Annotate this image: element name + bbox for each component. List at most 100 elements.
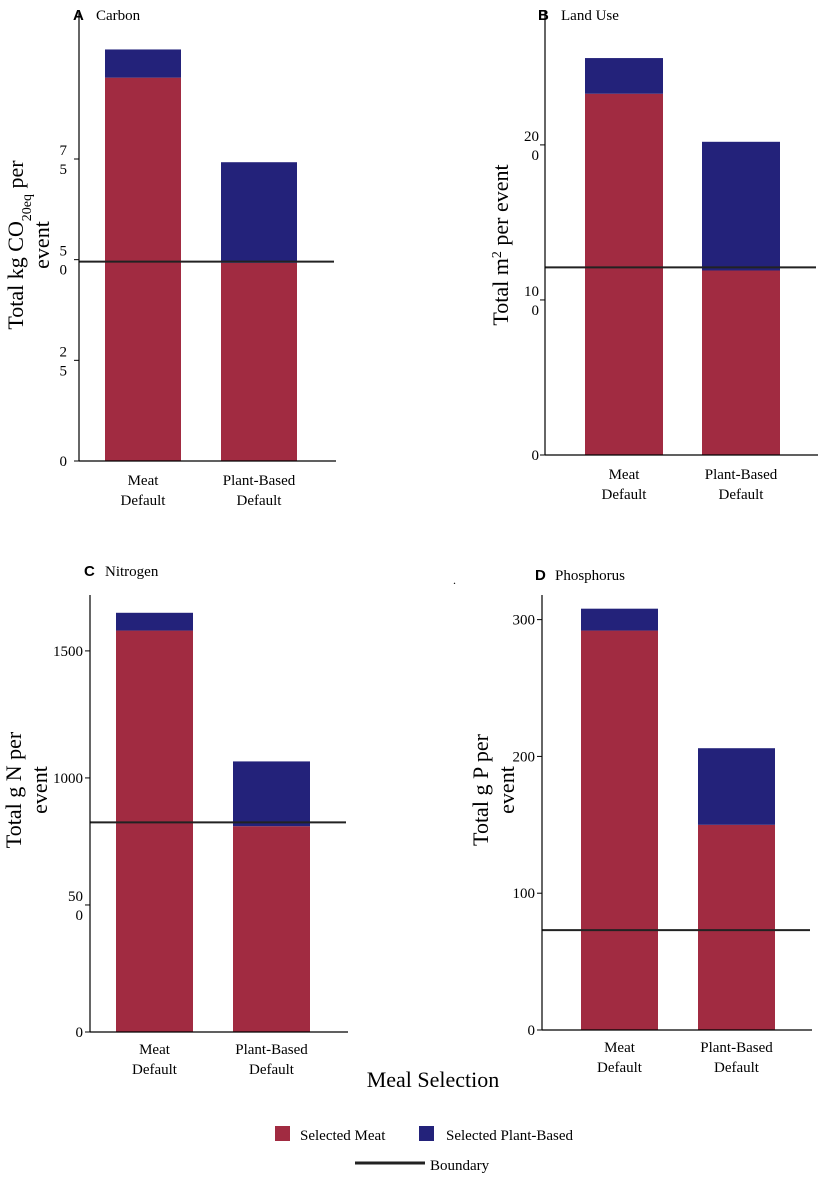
bar-nitrogen-plant-based-selected-plant-based <box>233 761 310 827</box>
y-axis-title-land-use: Total m2 per event <box>488 164 513 325</box>
y-tick-label-phosphorus: 200 <box>513 749 536 765</box>
category-label-line: Default <box>249 1062 295 1078</box>
category-label-carbon-plant-based: Plant-Based Default <box>223 473 296 509</box>
y-tick-label-line: 200 <box>513 749 536 765</box>
y-axis-title-text: Total g P per <box>468 733 493 846</box>
y-tick-label-line: 20 <box>524 129 539 145</box>
panel-letter-nitrogen: C <box>84 563 95 580</box>
category-label-carbon-meat: Meat Default <box>121 473 167 509</box>
y-axis-title-text: Total kg CO <box>3 221 28 329</box>
category-label-phosphorus-plant-based: Plant-Based Default <box>700 1040 773 1076</box>
y-axis-title-text: Total g N per <box>1 731 26 848</box>
bar-phosphorus-meat-selected-plant-based <box>581 608 658 631</box>
bar-phosphorus-plant-based-selected-meat <box>698 824 775 1030</box>
y-tick-label-line: 0 <box>528 1023 536 1039</box>
category-label-line: Default <box>714 1060 760 1076</box>
bar-carbon-meat-selected-meat <box>105 77 181 462</box>
legend-label-boundary: Boundary <box>430 1158 490 1174</box>
category-label-line: Plant-Based <box>705 467 778 483</box>
y-axis-title-carbon: Total kg CO20eq perevent <box>3 160 54 330</box>
y-tick-label-line: 0 <box>532 303 540 319</box>
y-tick-label-line: 0 <box>76 1025 84 1041</box>
y-tick-label-phosphorus: 0 <box>528 1023 536 1039</box>
y-axis-title-line1: Total kg CO20eq per <box>3 160 35 330</box>
y-axis-title-line2: event <box>27 766 52 814</box>
panel-phosphorus: D Phosphorus Meat Default Plant-Based Default… <box>468 567 812 1076</box>
stray-dot: . <box>453 573 456 587</box>
panel-title-land-use: Land Use <box>561 8 619 24</box>
y-tick-label-line: 0 <box>60 454 68 470</box>
category-label-line: Meat <box>139 1042 171 1058</box>
bar-land-use-plant-based-selected-meat <box>702 270 780 455</box>
bar-carbon-plant-based-selected-plant-based <box>221 162 297 263</box>
y-axis-title-line1: Total g N per <box>1 731 26 848</box>
category-label-nitrogen-plant-based: Plant-Based Default <box>235 1042 308 1078</box>
y-tick-label-land-use: 0 <box>532 448 540 464</box>
category-label-line: Default <box>602 487 648 503</box>
y-tick-label-line: 0 <box>532 148 540 164</box>
category-label-line: Default <box>132 1062 178 1078</box>
y-axis-title-subscript: 20eq <box>20 194 35 221</box>
y-tick-label-phosphorus: 300 <box>513 613 536 629</box>
y-axis-title-line2: event <box>29 221 54 269</box>
y-axis-title-phosphorus: Total g P perevent <box>468 733 519 846</box>
category-label-line: Meat <box>609 467 641 483</box>
y-tick-label-line: 2 <box>60 344 68 360</box>
y-tick-label-carbon: 0 <box>60 454 68 470</box>
legend-swatch-plant <box>419 1126 434 1141</box>
category-label-line: Default <box>237 493 283 509</box>
legend: Selected Meat Selected Plant-Based Bound… <box>275 1126 574 1174</box>
panel-title-phosphorus: Phosphorus <box>555 568 625 584</box>
category-label-line: Plant-Based <box>223 473 296 489</box>
legend-swatch-meat <box>275 1126 290 1141</box>
panel-letter-land-use: B <box>538 7 549 24</box>
y-tick-label-line: 300 <box>513 613 536 629</box>
y-tick-label-line: 5 <box>60 244 68 260</box>
y-tick-label-line: 0 <box>76 908 84 924</box>
bar-land-use-meat-selected-plant-based <box>585 58 663 94</box>
category-label-line: Plant-Based <box>700 1040 773 1056</box>
category-label-phosphorus-meat: Meat Default <box>597 1040 643 1076</box>
legend-label-plant: Selected Plant-Based <box>446 1128 574 1144</box>
y-tick-label-line: 50 <box>68 889 83 905</box>
category-label-land-use-plant-based: Plant-Based Default <box>705 467 778 503</box>
category-label-line: Default <box>121 493 167 509</box>
panel-title-carbon: Carbon <box>96 8 141 24</box>
y-axis-title-line1: Total g P per <box>468 733 493 846</box>
bar-carbon-meat-selected-plant-based <box>105 49 181 78</box>
y-axis-title-text: Total m <box>488 258 513 326</box>
y-axis-title-nitrogen: Total g N perevent <box>1 731 52 848</box>
bar-phosphorus-plant-based-selected-plant-based <box>698 748 775 825</box>
y-axis-title-superscript: 2 <box>490 251 505 258</box>
bar-phosphorus-meat-selected-meat <box>581 630 658 1030</box>
panel-carbon: ACarbonMeatDefaultPlant-BasedDefault0255… <box>3 7 336 509</box>
bar-carbon-plant-based-selected-meat <box>221 262 297 461</box>
y-tick-label-line: 5 <box>60 363 68 379</box>
bar-nitrogen-plant-based-selected-meat <box>233 826 310 1032</box>
y-tick-label-nitrogen: 0 <box>76 1025 84 1041</box>
bar-land-use-meat-selected-meat <box>585 93 663 456</box>
y-tick-label-land-use: 20 0 <box>524 129 539 164</box>
category-label-land-use-meat: Meat Default <box>602 467 648 503</box>
y-tick-label-land-use: 10 0 <box>524 284 539 319</box>
y-axis-title-text: per <box>3 160 28 194</box>
y-tick-label-line: 0 <box>532 448 540 464</box>
y-tick-label-line: 0 <box>60 263 68 279</box>
category-label-line: Default <box>719 487 765 503</box>
bar-land-use-plant-based-selected-plant-based <box>702 141 780 271</box>
y-axis-title-line1: Total m2 per event <box>488 164 513 325</box>
y-axis-title-line2: event <box>494 766 519 814</box>
y-tick-label-line: 7 <box>60 143 68 159</box>
y-tick-label-nitrogen: 1500 <box>53 644 83 660</box>
y-axis-title-text: per event <box>488 164 513 251</box>
category-label-nitrogen-meat: Meat Default <box>132 1042 178 1078</box>
y-tick-label-nitrogen: 50 0 <box>68 889 83 924</box>
panel-letter-phosphorus: D <box>535 567 546 584</box>
x-axis-title: Meal Selection <box>367 1067 500 1092</box>
